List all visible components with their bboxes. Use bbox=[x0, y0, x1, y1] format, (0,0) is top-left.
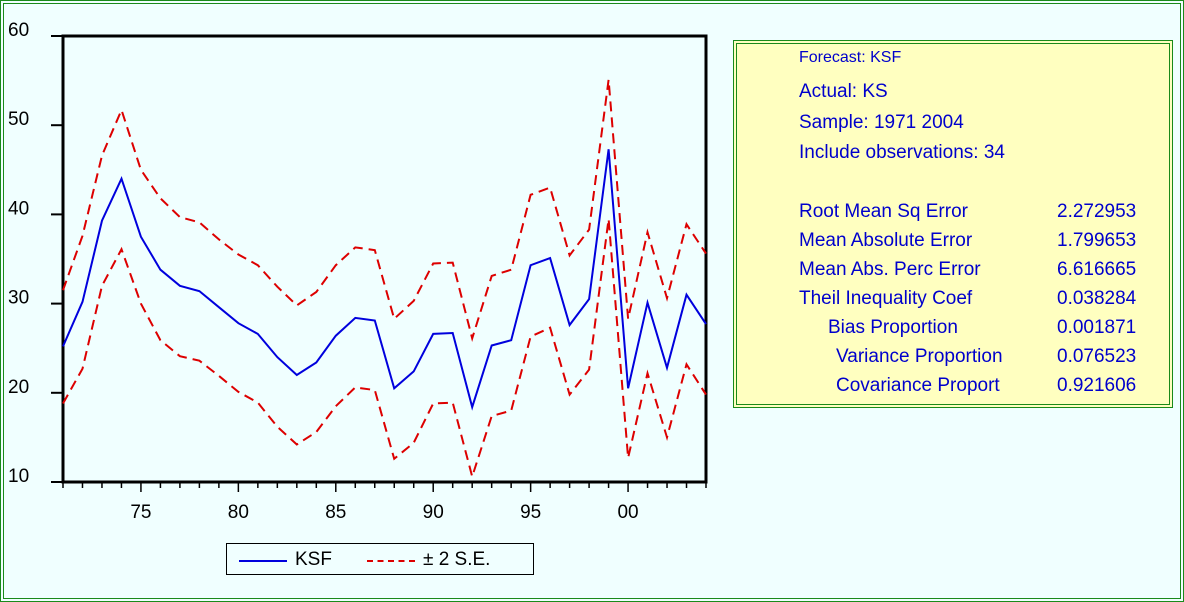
forecast-title: Forecast: KSF bbox=[799, 49, 902, 66]
chart-legend: KSF ± 2 S.E. bbox=[226, 543, 534, 575]
stat-value: 2.272953 bbox=[1057, 201, 1137, 222]
series-layer bbox=[62, 79, 707, 481]
stat-value: 0.001871 bbox=[1057, 317, 1137, 338]
legend-label-se: ± 2 S.E. bbox=[423, 549, 491, 570]
x-tick-label: 00 bbox=[617, 502, 638, 523]
y-tick-label: 10 bbox=[8, 466, 29, 487]
stat-label: Covariance Proport bbox=[836, 375, 1000, 396]
x-axis: 75 80 85 90 95 00 bbox=[62, 482, 707, 523]
stat-label: Root Mean Sq Error bbox=[799, 201, 968, 222]
actual-label: Actual: KS bbox=[799, 81, 888, 102]
stat-value: 0.921606 bbox=[1057, 375, 1137, 396]
plot-area bbox=[61, 34, 708, 484]
ksf-line bbox=[62, 149, 707, 411]
stat-label: Bias Proportion bbox=[828, 317, 958, 338]
y-axis: 60 50 40 30 20 10 bbox=[8, 20, 63, 487]
stat-label: Mean Abs. Perc Error bbox=[799, 259, 981, 280]
forecast-stats-box: Forecast: KSF Actual: KS Sample: 1971 20… bbox=[733, 40, 1173, 408]
sample-label: Sample: 1971 2004 bbox=[799, 112, 964, 133]
legend-swatch-ksf bbox=[239, 560, 287, 562]
stat-value: 6.616665 bbox=[1057, 259, 1137, 280]
stat-label: Theil Inequality Coef bbox=[799, 288, 973, 309]
x-tick-label: 90 bbox=[423, 502, 444, 523]
stat-label: Variance Proportion bbox=[836, 346, 1003, 367]
y-tick-label: 60 bbox=[8, 20, 29, 41]
y-tick-label: 30 bbox=[8, 288, 29, 309]
observations-label: Include observations: 34 bbox=[799, 142, 1005, 163]
x-tick-label: 80 bbox=[228, 502, 249, 523]
legend-label-ksf: KSF bbox=[295, 549, 332, 570]
se-lower-line bbox=[62, 218, 707, 481]
y-tick-label: 40 bbox=[8, 198, 29, 219]
x-tick-label: 75 bbox=[130, 502, 151, 523]
stat-value: 0.076523 bbox=[1057, 346, 1137, 367]
stat-value: 0.038284 bbox=[1057, 288, 1137, 309]
stat-value: 1.799653 bbox=[1057, 230, 1137, 251]
y-tick-label: 50 bbox=[8, 109, 29, 130]
y-tick-label: 20 bbox=[8, 377, 29, 398]
se-upper-line bbox=[62, 79, 707, 343]
x-tick-label: 85 bbox=[325, 502, 346, 523]
legend-swatch-se bbox=[367, 560, 415, 562]
stat-label: Mean Absolute Error bbox=[799, 230, 973, 251]
x-tick-label: 95 bbox=[520, 502, 541, 523]
